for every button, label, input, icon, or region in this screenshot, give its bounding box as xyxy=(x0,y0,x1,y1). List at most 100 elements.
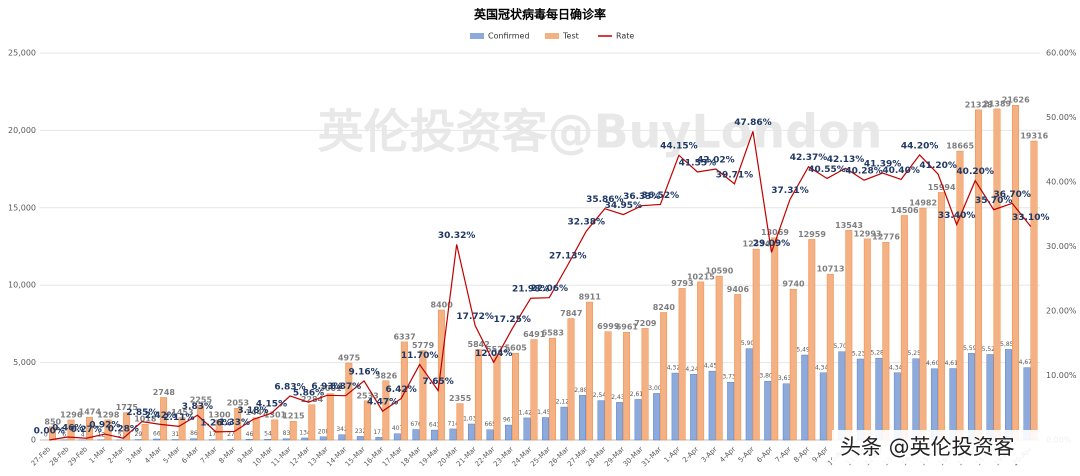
rate-label: 44.20% xyxy=(901,141,939,151)
bar-label: 3826 xyxy=(375,371,398,380)
bar-label: 967 xyxy=(503,417,515,424)
bar-label: 4 xyxy=(81,431,85,438)
rate-label: 1.26% xyxy=(200,418,231,428)
bar xyxy=(308,404,316,441)
bar-label: 4,342 xyxy=(889,364,906,371)
rate-label: 36.33% xyxy=(623,192,661,202)
bar-label: 2053 xyxy=(227,399,249,408)
bar xyxy=(660,312,668,441)
bar-label: 10590 xyxy=(706,267,734,276)
bar-label: 9740 xyxy=(782,280,805,289)
bar xyxy=(671,372,679,441)
bar xyxy=(363,400,371,441)
bar xyxy=(764,380,772,441)
bar-label: 1474 xyxy=(79,408,102,417)
bar-label: 6961 xyxy=(616,323,639,332)
bar xyxy=(863,238,871,441)
rate-label: 44.15% xyxy=(660,142,698,152)
bar xyxy=(160,397,168,441)
bar xyxy=(745,348,753,441)
rate-label: 39.71% xyxy=(716,170,754,180)
bar xyxy=(567,318,575,441)
bar-label: 2,885 xyxy=(574,387,591,394)
bar-label: 5 xyxy=(118,431,122,438)
rate-label: 3.18% xyxy=(237,406,268,416)
bar xyxy=(252,417,260,441)
bar xyxy=(141,424,149,441)
bar-label: 15994 xyxy=(928,183,956,192)
bar-label: 46 xyxy=(246,431,254,438)
bar xyxy=(104,419,112,441)
rate-label: 22.06% xyxy=(531,284,569,294)
bar-label: 5842 xyxy=(468,340,490,349)
bar xyxy=(67,419,75,441)
rate-label: 35.86% xyxy=(586,195,624,205)
bar xyxy=(949,368,957,441)
bar-label: 2284 xyxy=(301,395,324,404)
rate-label: 3.83% xyxy=(182,402,213,412)
bar-label: 4,676 xyxy=(1019,359,1036,366)
bar xyxy=(178,417,186,441)
bar-label: 7209 xyxy=(634,319,657,328)
bar-label: 12776 xyxy=(872,233,900,242)
bar xyxy=(623,332,631,441)
bar-label: 208 xyxy=(318,428,330,435)
bar xyxy=(319,436,327,441)
rate-label: 40.20% xyxy=(956,167,994,177)
rate-label: 17.72% xyxy=(456,312,494,322)
rate-label: 40.40% xyxy=(882,166,920,176)
rate-label: 1.33% xyxy=(219,418,250,428)
bar-label: 31 xyxy=(172,431,180,438)
y-tick-label: 15,000 xyxy=(8,203,36,212)
rate-label: 40.28% xyxy=(845,167,883,177)
bar xyxy=(289,420,297,441)
bar-label: 3,735 xyxy=(722,374,739,381)
bar xyxy=(808,239,816,441)
bar-label: 9793 xyxy=(671,279,693,288)
bar-label: 3001 xyxy=(319,384,342,393)
y-tick-label: 20,000 xyxy=(8,126,36,135)
bar xyxy=(597,400,605,441)
bar xyxy=(467,423,475,441)
bar-label: 6491 xyxy=(523,330,546,339)
bar xyxy=(86,416,93,441)
watermark: 英伦投资客@BuyLondon xyxy=(318,105,883,159)
y2-tick-label: 20.00% xyxy=(1046,307,1077,316)
bar-label: 134 xyxy=(299,429,311,436)
rate-label: 6.83% xyxy=(274,382,305,392)
rate-label: 0.00% xyxy=(34,427,65,437)
bar-label: 342 xyxy=(336,426,348,433)
bar-label: 10215 xyxy=(687,272,715,281)
bar xyxy=(197,404,205,441)
bar xyxy=(900,215,908,441)
chart-title: 英国冠状病毒每日确诊率 xyxy=(474,7,606,22)
bar xyxy=(727,381,735,441)
bar xyxy=(875,357,883,441)
legend-swatch xyxy=(545,33,559,39)
bar xyxy=(530,339,538,441)
bar-label: 27 xyxy=(227,431,235,438)
bar-label: 17 xyxy=(209,431,217,438)
bar-label: 5,706 xyxy=(833,343,850,350)
bar-label: 9406 xyxy=(727,285,750,294)
bar xyxy=(826,273,834,441)
y2-tick-label: 60.00% xyxy=(1046,49,1077,58)
legend-label: Rate xyxy=(616,32,634,41)
bar-label: 86 xyxy=(190,430,198,437)
bar xyxy=(856,358,864,441)
rate-label: 0.28% xyxy=(108,425,139,435)
bar-label: 676 xyxy=(410,421,422,428)
bar xyxy=(819,372,827,441)
rate-label: 12.04% xyxy=(475,349,513,359)
bar-label: 6999 xyxy=(597,322,620,331)
bar-label: 8400 xyxy=(431,300,454,309)
y2-tick-label: 40.00% xyxy=(1046,178,1077,187)
bar-label: 83 xyxy=(283,430,291,437)
bar xyxy=(715,275,723,441)
rate-label: 6.93% xyxy=(311,382,342,392)
bar xyxy=(604,331,612,441)
bar xyxy=(882,242,890,441)
bar-label: 2,546 xyxy=(593,392,610,399)
rate-label: 6.87% xyxy=(330,382,361,392)
y2-tick-label: 50.00% xyxy=(1046,113,1077,122)
